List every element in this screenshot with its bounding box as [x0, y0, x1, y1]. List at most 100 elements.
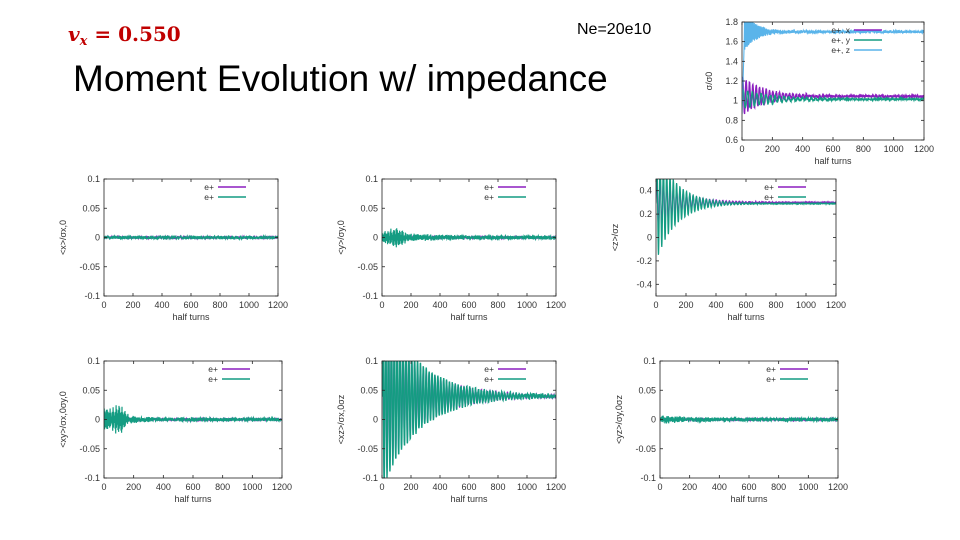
- legend-label: e+: [204, 182, 214, 192]
- x-tick-label: 400: [154, 300, 169, 310]
- y-axis-label: <xy>/σx,0σy,0: [58, 391, 68, 447]
- y-tick-label: -0.1: [84, 473, 100, 483]
- y-tick-label: -0.05: [79, 262, 100, 272]
- legend-label: e+: [764, 182, 774, 192]
- y-tick-label: -0.05: [357, 262, 378, 272]
- x-tick-label: 1200: [546, 482, 566, 492]
- legend-label: e+, y: [831, 35, 850, 45]
- x-tick-label: 800: [771, 482, 786, 492]
- x-axis-label: half turns: [727, 312, 765, 322]
- x-tick-label: 0: [653, 300, 658, 310]
- y-axis-label: <xz>/σx,0σz: [336, 394, 346, 444]
- y-axis-label: <yz>/σy,0σz: [614, 395, 624, 444]
- series-line-1: [656, 179, 836, 255]
- y-tick-label: 1.8: [725, 17, 738, 27]
- x-tick-label: 200: [125, 300, 140, 310]
- y-tick-label: 0.8: [725, 115, 738, 125]
- series-line-1: [382, 228, 556, 248]
- y-tick-label: 0: [95, 415, 100, 425]
- x-tick-label: 600: [738, 300, 753, 310]
- legend-label: e+: [764, 192, 774, 202]
- legend-label: e+: [484, 192, 494, 202]
- y-tick-label: 0.05: [82, 203, 100, 213]
- x-tick-label: 200: [403, 482, 418, 492]
- y-axis-label: <z>/σz: [610, 223, 620, 251]
- legend-label: e+: [208, 364, 218, 374]
- series-line-1: [104, 233, 278, 242]
- legend-label: e+: [204, 192, 214, 202]
- y-tick-label: 1.4: [725, 56, 738, 66]
- x-tick-label: 0: [101, 300, 106, 310]
- x-axis-label: half turns: [450, 312, 488, 322]
- x-tick-label: 600: [825, 144, 840, 154]
- y-tick-label: -0.05: [79, 444, 100, 454]
- x-tick-label: 1000: [884, 144, 904, 154]
- y-tick-label: 0.2: [639, 209, 652, 219]
- y-tick-label: 1.2: [725, 76, 738, 86]
- legend-label: e+, z: [831, 45, 850, 55]
- y-tick-label: 0.05: [82, 385, 100, 395]
- legend-label: e+: [766, 374, 776, 384]
- series-line-1: [382, 361, 556, 478]
- x-axis-label: half turns: [730, 494, 768, 504]
- x-tick-label: 1000: [517, 482, 537, 492]
- page-title: Moment Evolution w/ impedance: [73, 58, 608, 99]
- y-axis-label: <y>/σy,0: [336, 220, 346, 254]
- legend-label: e+, x: [831, 25, 850, 35]
- series-line-2: [742, 22, 924, 115]
- vx-symbol: v: [68, 22, 80, 46]
- y-tick-label: -0.05: [635, 444, 656, 454]
- y-tick-label: -0.05: [357, 444, 378, 454]
- legend-label: e+: [484, 374, 494, 384]
- x-tick-label: 0: [101, 482, 106, 492]
- x-axis-label: half turns: [174, 494, 212, 504]
- x-axis-label: half turns: [814, 156, 852, 166]
- x-tick-label: 800: [490, 300, 505, 310]
- y-tick-label: 0.05: [360, 203, 378, 213]
- x-tick-label: 0: [739, 144, 744, 154]
- y-tick-label: 0.1: [643, 356, 656, 366]
- series-line-0: [742, 76, 924, 115]
- y-tick-label: 0.1: [87, 356, 100, 366]
- x-tick-label: 0: [379, 482, 384, 492]
- legend-label: e+: [484, 182, 494, 192]
- x-tick-label: 800: [768, 300, 783, 310]
- y-tick-label: 0: [651, 415, 656, 425]
- x-tick-label: 1200: [828, 482, 848, 492]
- y-tick-label: 0.1: [87, 174, 100, 184]
- y-tick-label: -0.2: [636, 256, 652, 266]
- x-tick-label: 400: [712, 482, 727, 492]
- vx-value: = 0.550: [87, 22, 181, 46]
- legend-label: e+: [484, 364, 494, 374]
- x-tick-label: 200: [403, 300, 418, 310]
- ne-label: Ne=20e10: [577, 21, 652, 38]
- y-tick-label: 0.05: [360, 385, 378, 395]
- x-tick-label: 400: [156, 482, 171, 492]
- x-tick-label: 1200: [914, 144, 934, 154]
- y-axis-label: σ/σ0: [704, 72, 714, 91]
- x-tick-label: 200: [682, 482, 697, 492]
- y-tick-label: 0.6: [725, 135, 738, 145]
- series-line-1: [104, 405, 282, 434]
- y-axis-label: <x>/σx,0: [58, 220, 68, 255]
- x-tick-label: 400: [432, 300, 447, 310]
- x-tick-label: 800: [212, 300, 227, 310]
- y-tick-label: 1: [733, 96, 738, 106]
- x-tick-label: 600: [185, 482, 200, 492]
- x-tick-label: 600: [461, 482, 476, 492]
- x-tick-label: 200: [678, 300, 693, 310]
- x-axis-label: half turns: [172, 312, 210, 322]
- x-tick-label: 800: [856, 144, 871, 154]
- y-tick-label: 0.05: [638, 385, 656, 395]
- vx-subscript: x: [79, 34, 88, 49]
- x-tick-label: 1200: [272, 482, 292, 492]
- x-tick-label: 800: [215, 482, 230, 492]
- y-tick-label: 0: [647, 233, 652, 243]
- vx-formula: vx = 0.550: [68, 22, 181, 49]
